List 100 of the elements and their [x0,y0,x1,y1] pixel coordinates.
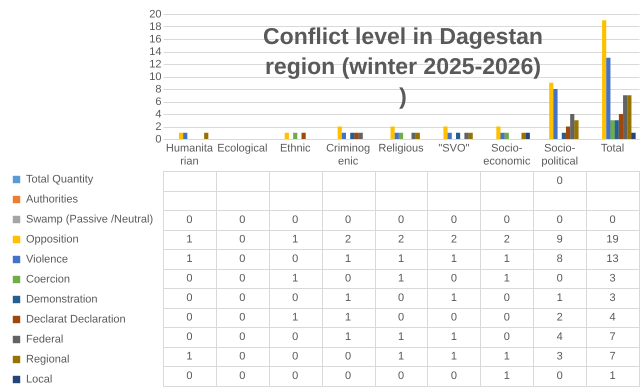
bar [553,89,558,139]
data-label: 1 [292,272,298,284]
bar [500,132,505,139]
data-label: 1 [504,272,510,284]
data-label: 1 [345,292,352,304]
data-label: 0 [556,214,563,226]
bar [354,132,359,139]
legend-label: Opposition [26,234,79,246]
data-label: 1 [398,252,404,265]
bar [627,95,632,139]
data-label: 0 [556,174,563,187]
data-label: 0 [345,272,352,284]
data-label: 1 [345,312,352,324]
data-label: 0 [398,292,404,304]
bar [610,120,615,139]
bar [178,132,184,139]
data-label: 4 [556,331,563,344]
y-tick-label: 16 [149,34,162,46]
bar [570,114,574,139]
data-label: 2 [398,233,404,246]
data-label: 0 [345,370,352,382]
legend-label: Federal [26,334,64,346]
bar [602,20,606,139]
data-label: 0 [186,370,193,382]
x-tick-label: Criminogenic [326,142,370,168]
legend-label: Authorities [26,194,78,206]
data-label: 8 [556,252,563,265]
data-label: 0 [239,252,246,265]
bar [521,132,526,139]
data-label: 1 [504,252,510,265]
data-label: 0 [186,331,193,344]
bar [390,126,395,139]
bar [284,132,289,139]
bar [526,132,530,139]
y-tick-label: 8 [155,84,162,96]
data-label: 0 [239,214,246,226]
data-label: 1 [345,252,352,265]
data-label: 0 [186,272,193,284]
data-label: 19 [606,233,619,246]
bar [358,132,363,139]
data-label: 0 [450,370,457,382]
data-label: 0 [398,370,404,382]
y-tick-label: 6 [155,96,162,108]
y-tick-label: 4 [155,108,162,120]
data-label: 3 [609,292,616,304]
data-label: 0 [239,233,246,246]
data-label: 7 [609,350,616,363]
legend-label: Coercion [26,274,70,286]
data-label: 0 [504,331,510,344]
data-label: 1 [398,350,404,363]
y-tick-label: 10 [149,71,162,83]
data-label: 0 [292,370,298,382]
bar [398,132,404,139]
data-label: 7 [609,331,616,344]
bar [183,132,188,139]
x-tick-label: Ecological [217,142,268,154]
data-label: 1 [556,292,563,304]
y-tick-label: 2 [155,121,162,133]
bar [448,132,452,139]
data-label: 0 [239,331,246,344]
legend-label: Declarat Declaration [26,314,126,326]
x-tick-label: Religious [378,142,424,154]
bar [631,132,636,139]
data-label: 0 [450,272,457,284]
bar [464,132,469,139]
data-label: 0 [239,292,246,304]
data-label: 1 [450,331,457,344]
data-label: 9 [556,233,563,246]
data-label: 2 [345,233,352,246]
data-label: 1 [292,312,298,324]
data-label: 0 [186,214,193,226]
data-label: 0 [556,370,563,382]
data-label: 1 [450,252,457,265]
bar [302,132,306,139]
y-tick-label: 0 [155,134,162,146]
data-label: 0 [398,214,404,226]
data-label: 0 [186,312,193,324]
x-tick-label: Total [600,142,624,154]
data-label: 0 [345,214,352,226]
data-label: 1 [504,370,510,382]
data-label: 1 [398,272,404,284]
y-tick-label: 14 [149,46,162,58]
bar [394,132,399,139]
data-label: 0 [239,350,246,363]
data-label: 1 [292,233,298,246]
bar [204,132,208,139]
x-tick-label: "SVO" [438,142,470,154]
bar [293,132,298,139]
data-label: 2 [450,233,457,246]
y-tick-label: 12 [149,58,162,70]
bar [496,126,500,139]
data-label: 1 [345,331,352,344]
data-label: 3 [556,350,563,363]
bar [618,114,624,139]
bar [614,120,619,139]
data-label: 1 [398,331,404,344]
data-label: 0 [292,331,298,344]
data-label: 0 [239,272,246,284]
legend-label: Total Quantity [26,174,94,186]
y-tick-label: 18 [149,21,162,33]
